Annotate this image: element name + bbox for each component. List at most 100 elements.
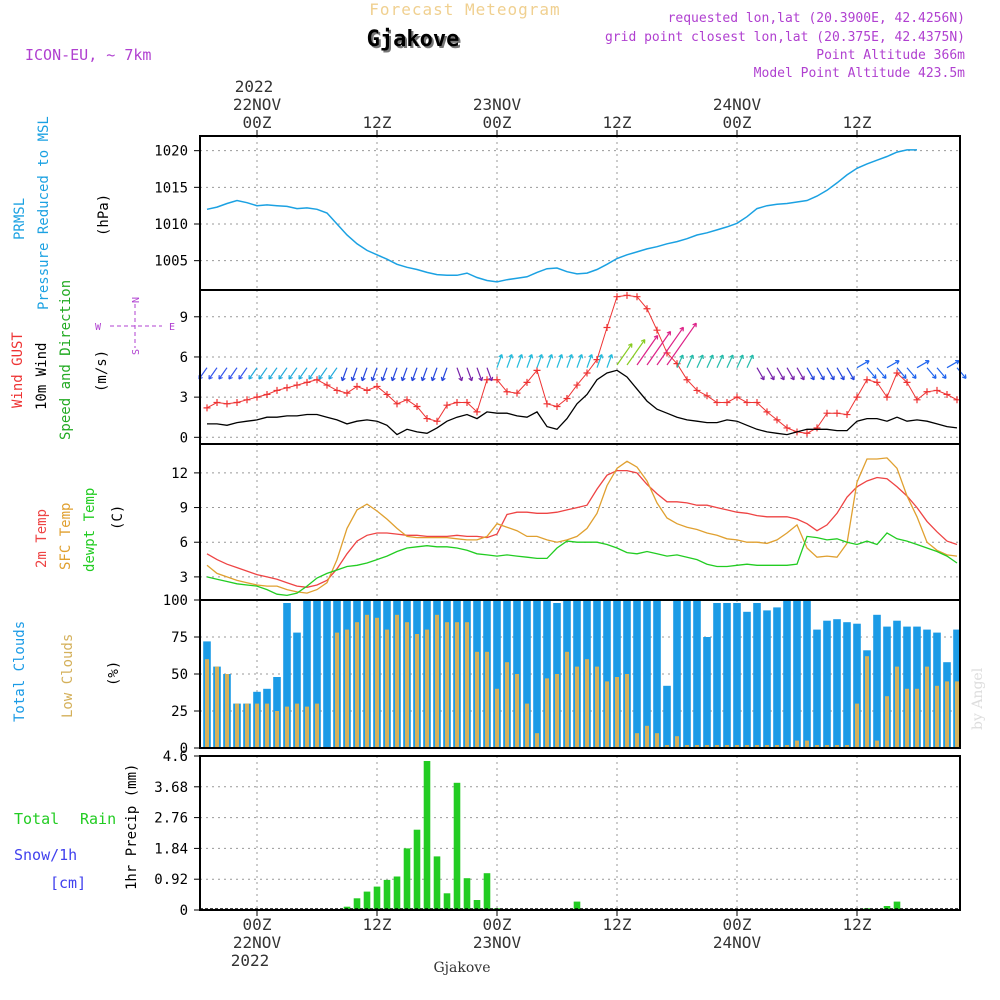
y-tick-label: 0.92 [154,872,188,888]
gust-point [313,376,321,384]
low-cloud-bar [295,703,299,748]
gust-point [513,389,521,397]
low-cloud-bar [755,745,759,748]
wind-arrow [676,354,684,368]
wind-arrow [410,367,418,382]
wind-arrow [926,367,937,379]
gust-point [383,390,391,398]
wind-arrow [420,367,428,382]
wind-arrow [308,367,318,380]
gust-point [343,389,351,397]
total-cloud-bar [703,637,711,748]
total-cloud-bar [663,685,671,748]
total-cloud-bar [873,614,881,748]
wind-arrow [218,367,228,380]
panel-frame [199,135,961,291]
gust-point [253,393,261,401]
low-cloud-bar [705,745,709,748]
gust-point [563,394,571,402]
low-cloud-bar [275,711,279,748]
wind-arrow [696,354,704,368]
panel-2: 3 6 9 12 [171,444,960,600]
label-2m-temp: 2m Temp [34,509,50,568]
gust-point [683,376,691,384]
wind-arrow [360,367,368,382]
gust-point [693,386,701,394]
wind-arrow [626,339,646,366]
total-cloud-bar [843,622,851,748]
wind-arrow [566,354,574,368]
y-tick-label: 4.6 [163,749,188,765]
wind-arrow [946,360,960,369]
wind-arrow [596,354,604,368]
y-tick-label: 2.76 [154,811,188,827]
top-time-label: 00Z [243,113,272,132]
wind-arrow [796,367,805,381]
total-cloud-bar [323,600,331,748]
wind-arrow [476,367,484,382]
series-sfc-temp-line [206,457,958,594]
low-cloud-bar [865,656,869,748]
wind-direction-arrows [198,322,967,382]
gust-point [643,305,651,313]
bottom-date-label: 23NOV [473,933,522,952]
model-altitude: Model Point Altitude 423.5m [754,66,965,81]
rain-bar [393,876,401,910]
gust-point [933,386,941,394]
wind-arrow [806,367,815,381]
total-cloud-bar [673,600,681,748]
low-cloud-bar [215,666,219,748]
total-cloud-bar [743,611,751,748]
low-cloud-bar [565,651,569,748]
low-cloud-bar [805,740,809,748]
rain-bar [353,898,361,910]
total-cloud-bar [543,600,551,748]
label-low-clouds: Low Clouds [60,634,76,718]
y-tick-label: 50 [171,667,188,683]
rain-bar [373,886,381,910]
low-cloud-bar [285,706,289,748]
bottom-time-label: 12Z [843,915,872,934]
y-tick-label: 0 [180,903,188,919]
gust-point [523,378,531,386]
low-cloud-bar [545,678,549,748]
top-time-label: 12Z [843,113,872,132]
label-prmsl: PRMSL [12,198,28,240]
rain-bar [383,879,391,910]
wind-arrow [816,367,825,381]
low-cloud-bar [235,703,239,748]
wind-arrow [456,367,464,382]
bottom-date-label: 24NOV [713,933,762,952]
total-cloud-bar [793,600,801,748]
y-tick-label: 1020 [154,144,188,160]
point-altitude: Point Altitude 366m [816,48,965,63]
total-cloud-bar [823,620,831,748]
wind-arrow [228,367,238,380]
total-cloud-bar [643,600,651,748]
low-cloud-bar [605,681,609,748]
low-cloud-bar [425,629,429,748]
gust-point [803,429,811,437]
low-cloud-bar [615,677,619,748]
panel-1: 0 3 6 9 [180,290,960,446]
low-cloud-bar [365,614,369,748]
wind-arrow [278,367,288,380]
gust-point [483,376,491,384]
y-tick-label: 12 [171,466,188,482]
label-10m-wind: 10m Wind [34,343,50,410]
low-cloud-bar [535,733,539,748]
low-cloud-bar [475,651,479,748]
y-tick-label: 3 [180,570,188,586]
gust-point [323,381,331,389]
total-cloud-bar [803,600,811,748]
gust-point [463,398,471,406]
total-cloud-bar [533,600,541,748]
gust-point [783,424,791,432]
wind-arrow [430,367,438,382]
total-cloud-bar [493,600,501,748]
wind-arrow [440,367,448,382]
gust-point [303,378,311,386]
rain-bar [423,761,431,910]
gust-point [923,388,931,396]
